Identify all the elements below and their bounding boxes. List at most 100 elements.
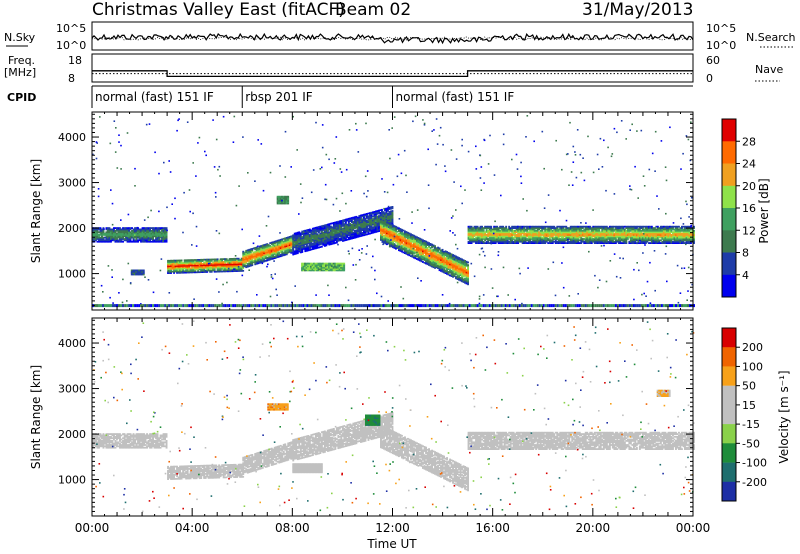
power-cell <box>338 227 341 229</box>
power-cell <box>128 227 130 229</box>
power-cell <box>560 232 563 235</box>
power-cell <box>358 215 361 217</box>
power-cell <box>584 231 587 234</box>
power-cell <box>369 228 371 231</box>
power-cell <box>212 265 215 268</box>
power-cell <box>574 229 577 232</box>
power-cell <box>637 242 640 244</box>
power-cell <box>170 261 172 263</box>
power-cell <box>511 232 514 235</box>
power-cell <box>325 232 328 235</box>
power-cell <box>290 246 293 249</box>
power-cell <box>242 257 245 260</box>
power-cell <box>322 227 325 230</box>
power-cell <box>532 227 535 229</box>
power-cell <box>420 249 423 252</box>
power-cell <box>370 220 373 222</box>
power-cell <box>658 231 661 234</box>
power-cell <box>425 262 427 265</box>
power-cell <box>206 265 209 268</box>
power-cell <box>399 229 402 232</box>
power-cell <box>469 228 471 231</box>
power-cell <box>482 235 485 238</box>
power-cell <box>547 235 550 238</box>
power-cell <box>473 235 476 238</box>
power-cell <box>281 242 284 245</box>
power-cell <box>622 227 625 229</box>
power-cell <box>524 238 527 240</box>
power-cell <box>353 216 356 219</box>
power-cell <box>602 235 605 238</box>
power-cell <box>446 252 448 255</box>
power-cell <box>478 239 480 242</box>
power-cell <box>467 276 469 279</box>
power-cell <box>650 225 653 228</box>
power-cell <box>353 225 356 228</box>
power-cell <box>272 254 275 257</box>
power-cell <box>551 242 554 244</box>
power-cell <box>378 211 380 213</box>
power-cell <box>423 248 426 250</box>
power-cell <box>643 239 646 242</box>
power-cell <box>273 250 276 253</box>
power-cell <box>132 232 135 235</box>
power-cell <box>650 227 653 229</box>
power-cell <box>161 236 163 239</box>
power-cell <box>319 236 322 239</box>
power-cell <box>578 232 581 235</box>
power-cell <box>137 232 139 235</box>
power-cell <box>225 266 228 269</box>
power-cell <box>185 270 188 273</box>
power-cell <box>485 227 488 229</box>
power-cell <box>120 234 123 236</box>
power-cell <box>95 239 97 242</box>
power-cell <box>425 251 427 254</box>
power-cell <box>174 259 177 262</box>
power-cell <box>272 245 275 248</box>
power-cell <box>626 232 629 235</box>
power-cell <box>405 251 408 254</box>
power-cell <box>571 232 574 235</box>
power-cell <box>416 245 418 248</box>
power-cell <box>575 239 578 242</box>
power-cell <box>370 215 373 218</box>
power-cell <box>538 232 541 235</box>
power-cell <box>475 236 477 239</box>
power-cell <box>634 228 637 231</box>
power-cell <box>562 239 565 242</box>
power-cell <box>219 270 222 273</box>
power-cell <box>168 262 171 265</box>
power-cell <box>464 268 466 270</box>
power-cell <box>455 256 457 259</box>
power-cell <box>258 262 261 264</box>
power-cell <box>185 271 188 274</box>
power-cell <box>156 231 159 234</box>
power-cell <box>592 227 595 229</box>
power-cell <box>426 255 429 257</box>
power-cell <box>376 225 379 227</box>
power-cell <box>352 218 355 220</box>
power-cell <box>95 238 97 240</box>
power-cell <box>311 231 314 234</box>
power-cell <box>122 228 124 231</box>
power-cell <box>331 238 334 241</box>
power-cell <box>387 216 389 219</box>
power-cell <box>617 238 620 240</box>
power-cell <box>550 228 553 231</box>
power-cell <box>458 258 460 261</box>
power-cell <box>269 251 272 254</box>
power-cell <box>273 244 276 247</box>
power-cell <box>542 238 545 240</box>
power-cell <box>587 238 590 240</box>
power-cell <box>658 227 661 229</box>
power-cell <box>452 265 454 267</box>
power-cell <box>553 238 556 240</box>
power-cell <box>479 231 482 234</box>
power-cell <box>313 235 316 238</box>
power-cell <box>413 236 415 238</box>
power-cell <box>363 219 365 222</box>
power-cell <box>431 265 433 268</box>
power-cell <box>550 234 553 236</box>
power-cell <box>596 242 599 244</box>
power-cell <box>340 224 343 226</box>
